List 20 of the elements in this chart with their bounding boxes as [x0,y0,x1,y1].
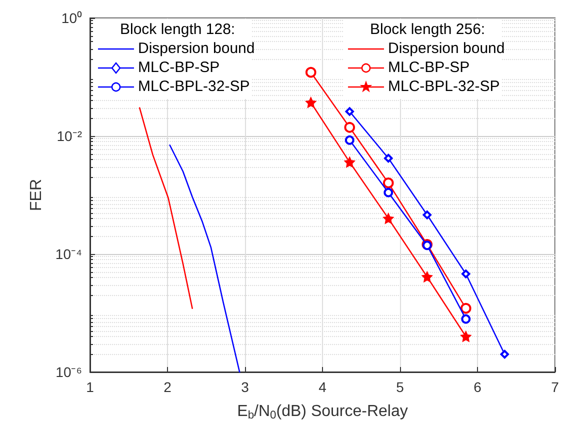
x-tick-label: 2 [164,379,172,395]
y-tick-label: 10⁻⁴ [55,246,82,262]
legend-label: MLC-BPL-32-SP [388,78,500,95]
x-tick-label: 4 [318,379,327,395]
x-tick-label: 7 [551,379,560,395]
y-tick-label: 10⁻⁶ [56,364,82,380]
legend-label: Dispersion bound [138,40,255,57]
y-axis-title: FER [28,179,46,211]
legend-label: MLC-BP-SP [138,59,220,76]
legend-label: MLC-BP-SP [388,59,470,76]
y-tick-label: 10⁰ [61,10,82,26]
x-tick-label: 3 [241,379,250,395]
legend-label: MLC-BPL-32-SP [138,78,250,95]
annotation: Block length 128: [120,21,236,38]
x-tick-label: 6 [474,379,482,395]
y-tick-label: 10⁻² [56,128,82,144]
legend-label: Dispersion bound [388,40,505,57]
annotation: Block length 256: [370,21,486,38]
x-tick-label: 1 [86,379,94,395]
x-tick-label: 5 [396,379,404,395]
